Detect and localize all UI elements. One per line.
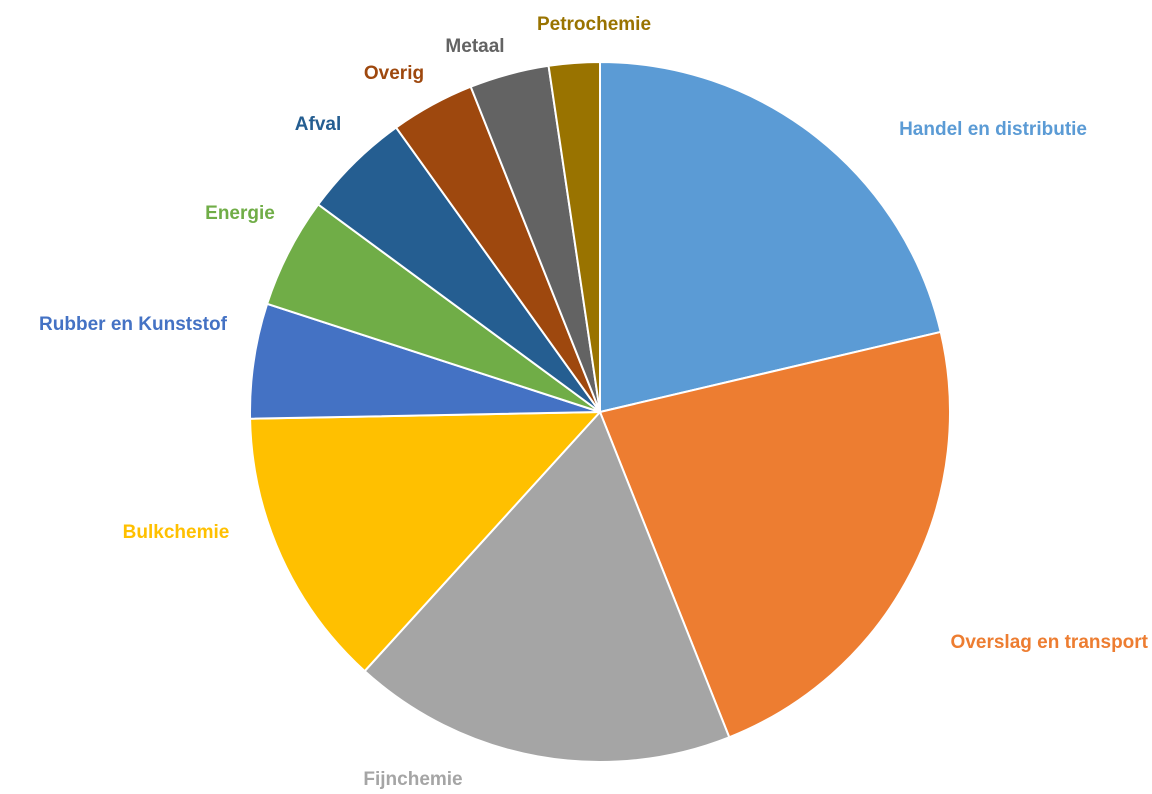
pie-label-bulkchemie: Bulkchemie <box>123 522 230 543</box>
pie-slice-overslag-en-transport <box>598 330 951 739</box>
pie-label-overig: Overig <box>364 63 424 84</box>
pie-labels: Handel en distributie Overslag en transpo… <box>39 14 1149 790</box>
pie-label-petrochemie: Petrochemie <box>537 14 651 35</box>
pie-slice-fijnchemie <box>363 410 731 763</box>
pie-slice-petrochemie <box>547 60 601 413</box>
pie-label-rubber-en-kunststof: Rubber en Kunststof <box>39 314 228 335</box>
pie-label-fijnchemie: Fijnchemie <box>363 769 462 790</box>
pie-label-overslag-en-transport: Overslag en transport <box>951 632 1149 653</box>
pie-slice-bulkchemie <box>249 410 603 673</box>
pie-slice-handel-en-distributie <box>599 60 942 414</box>
pie-label-metaal: Metaal <box>445 36 504 57</box>
pie-label-energie: Energie <box>205 203 275 224</box>
pie-label-handel-en-distributie: Handel en distributie <box>899 119 1087 140</box>
pie-label-afval: Afval <box>295 114 341 135</box>
pie-slices <box>249 60 951 763</box>
